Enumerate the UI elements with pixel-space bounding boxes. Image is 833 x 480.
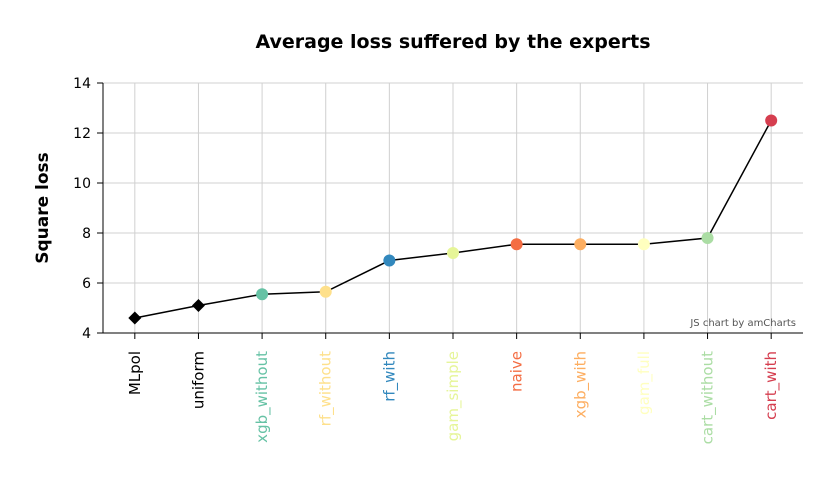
x-tick-label: uniform <box>189 351 207 409</box>
y-tick-label: 4 <box>82 326 91 342</box>
x-tick-label: xgb_without <box>253 351 272 443</box>
marker-layer <box>128 114 778 325</box>
data-point-xgb_without[interactable] <box>256 288 269 301</box>
y-axis-label: Square loss <box>33 152 53 264</box>
grid-layer <box>103 82 803 333</box>
data-point-naive[interactable] <box>510 238 523 251</box>
y-tick-label: 14 <box>73 76 91 92</box>
x-tick-label: MLpol <box>126 351 144 395</box>
y-tick-label: 6 <box>82 276 91 292</box>
x-tick-label: cart_with <box>762 351 781 420</box>
data-point-rf_without[interactable] <box>319 285 332 298</box>
axis-layer: 4 6 8 10 12 14 <box>73 76 803 342</box>
y-tick-label: 12 <box>73 126 91 142</box>
data-point-cart_with[interactable] <box>765 114 778 127</box>
data-point-uniform[interactable] <box>191 299 205 312</box>
chart-credit[interactable]: JS chart by amCharts <box>689 318 796 329</box>
x-tick-label: cart_without <box>699 351 718 444</box>
data-point-xgb_with[interactable] <box>574 238 587 251</box>
y-tick-label: 10 <box>73 176 91 192</box>
data-point-gam_full[interactable] <box>637 238 650 251</box>
chart-title: Average loss suffered by the experts <box>255 31 650 53</box>
y-tick-label: 8 <box>82 226 91 242</box>
data-point-cart_without[interactable] <box>701 232 714 244</box>
x-tick-label: rf_with <box>380 351 399 402</box>
data-point-gam_simple[interactable] <box>447 247 459 259</box>
data-point-rf_with[interactable] <box>383 254 396 267</box>
x-tick-label: naive <box>508 351 526 392</box>
x-tick-label: rf_without <box>317 351 336 426</box>
x-tick-label: gam_simple <box>444 351 463 441</box>
x-tick-label: xgb_with <box>571 351 590 418</box>
data-point-MLpol[interactable] <box>128 311 142 325</box>
x-tick-label: gam_full <box>635 351 654 415</box>
x-tick-labels: MLpol uniform xgb_without rf_without rf_with… <box>126 351 781 445</box>
